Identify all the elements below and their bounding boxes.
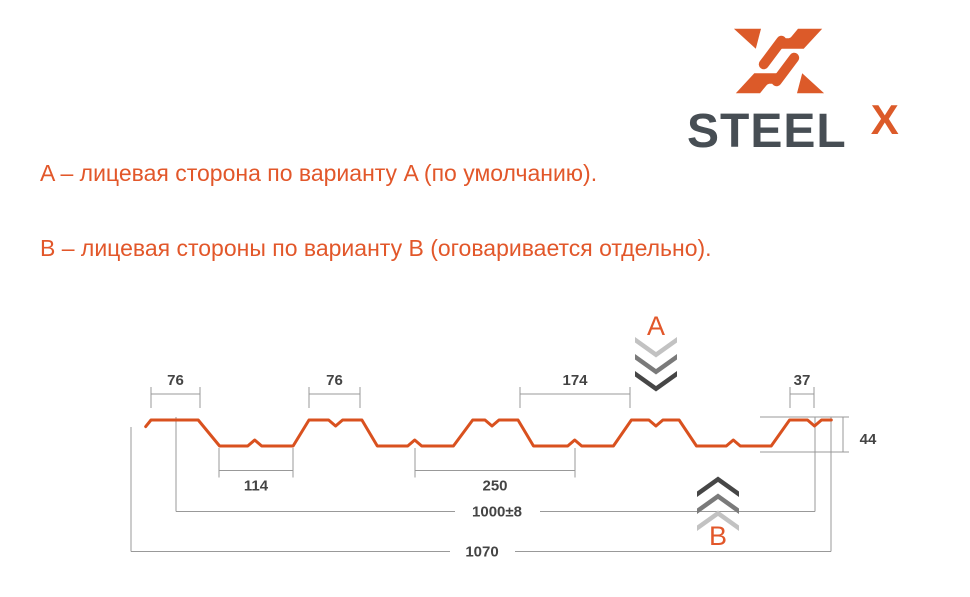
svg-text:37: 37 (794, 372, 811, 389)
svg-text:1070: 1070 (465, 544, 498, 561)
svg-text:B: B (709, 521, 727, 551)
svg-text:250: 250 (482, 478, 507, 495)
svg-text:1000±8: 1000±8 (472, 504, 522, 521)
svg-text:44: 44 (860, 431, 877, 448)
svg-text:76: 76 (326, 372, 343, 389)
svg-text:174: 174 (562, 372, 588, 389)
svg-text:A: A (647, 311, 665, 341)
svg-text:76: 76 (167, 372, 184, 389)
svg-text:114: 114 (244, 478, 269, 495)
